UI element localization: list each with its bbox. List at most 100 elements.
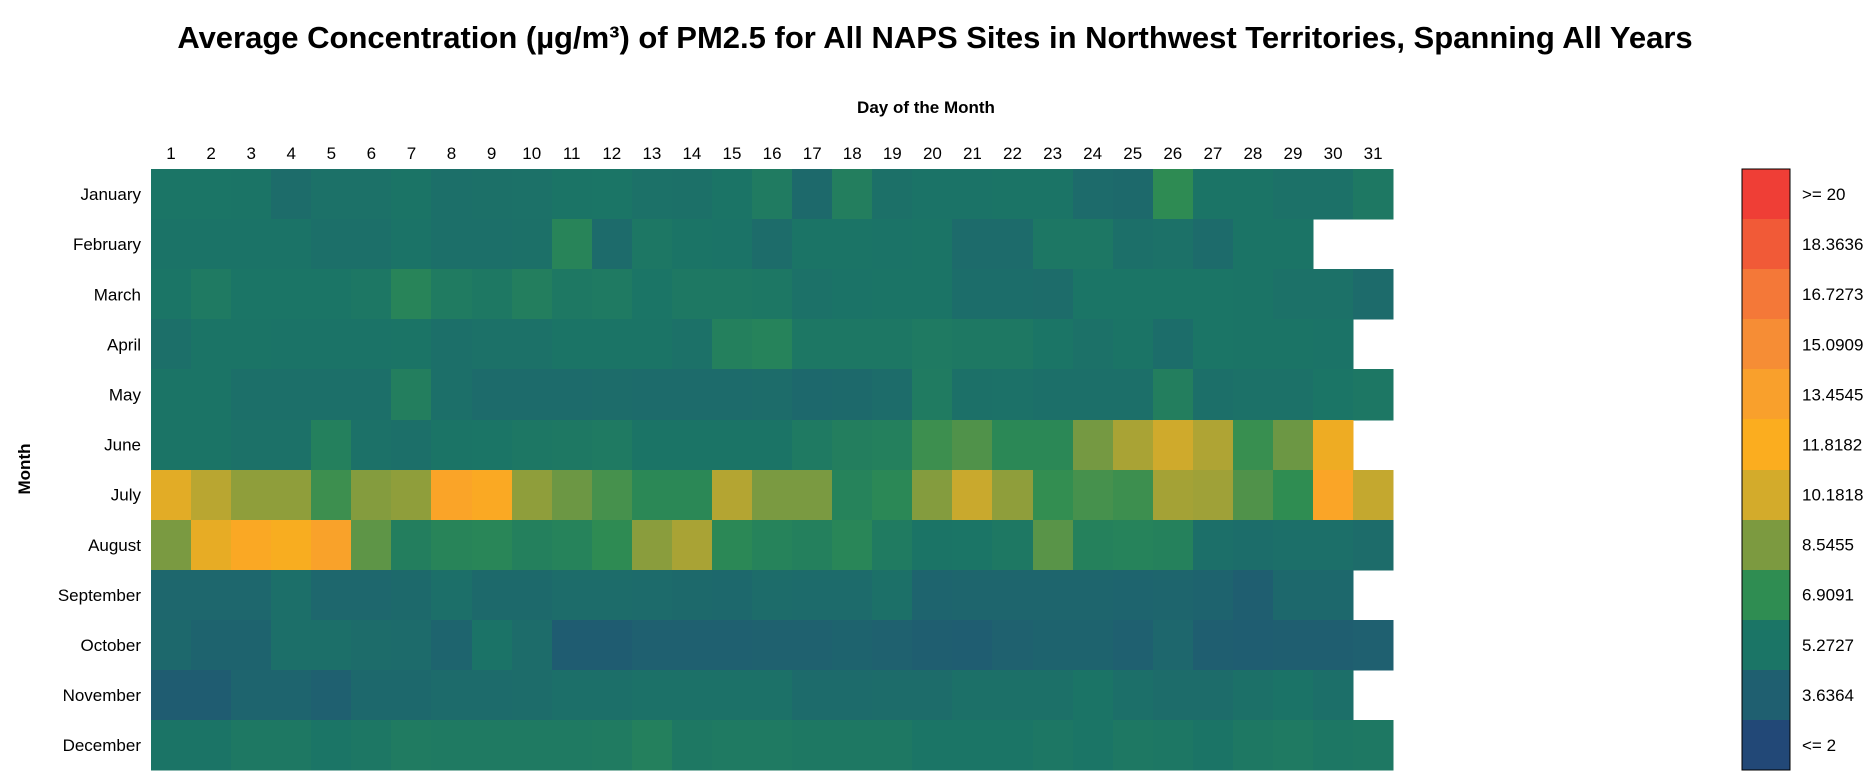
heatmap-cell-december-12 — [592, 720, 633, 771]
x-tick-label: 27 — [1203, 144, 1222, 163]
x-tick-label: 3 — [246, 144, 255, 163]
heatmap-cell-august-27 — [1193, 520, 1234, 571]
heatmap-cell-august-20 — [912, 520, 953, 571]
heatmap-cell-march-4 — [271, 269, 312, 320]
heatmap-cell-december-7 — [391, 720, 432, 771]
heatmap-cell-may-2 — [191, 369, 232, 421]
heatmap-cell-may-17 — [792, 369, 833, 421]
colorbar-segment — [1742, 419, 1790, 471]
heatmap-cell-august-3 — [231, 520, 272, 571]
heatmap-cell-february-25 — [1113, 219, 1154, 270]
heatmap-cell-january-23 — [1033, 169, 1074, 220]
heatmap-cell-may-25 — [1113, 369, 1154, 421]
heatmap-cell-november-8 — [431, 670, 473, 721]
heatmap-cell-may-27 — [1193, 369, 1234, 421]
heatmap-cell-may-3 — [231, 369, 272, 421]
heatmap-cell-july-24 — [1073, 470, 1114, 521]
heatmap-cell-august-12 — [592, 520, 633, 571]
colorbar-segment — [1742, 620, 1790, 671]
x-tick-label: 17 — [803, 144, 822, 163]
heatmap-cell-july-25 — [1113, 470, 1154, 521]
heatmap-cell-june-4 — [271, 420, 312, 471]
heatmap-cell-december-25 — [1113, 720, 1154, 771]
heatmap-cell-november-9 — [472, 670, 513, 721]
heatmap-cell-april-19 — [872, 319, 913, 370]
heatmap-cell-october-25 — [1113, 620, 1154, 671]
heatmap-cell-september-29 — [1273, 570, 1314, 621]
heatmap-cell-november-30 — [1313, 670, 1354, 721]
heatmap-cell-november-22 — [992, 670, 1034, 721]
colorbar-label: 15.0909 — [1802, 335, 1863, 354]
heatmap-cell-november-15 — [712, 670, 753, 721]
colorbar: >= 20 18.3636 16.7273 15.0909 13.4545 11.8182… — [1741, 168, 1863, 771]
heatmap-cell-september-17 — [792, 570, 833, 621]
colorbar-label: 18.3636 — [1802, 235, 1863, 254]
heatmap-cell-february-23 — [1033, 219, 1074, 270]
heatmap-cell-april-10 — [512, 319, 553, 370]
heatmap-cell-may-10 — [512, 369, 553, 421]
heatmap-cell-january-8 — [431, 169, 473, 220]
heatmap-cell-august-21 — [952, 520, 993, 571]
heatmap-cell-june-19 — [872, 420, 913, 471]
heatmap-cell-november-18 — [832, 670, 873, 721]
heatmap-cell-april-9 — [472, 319, 513, 370]
y-tick-label: September — [58, 586, 141, 605]
colorbar-label: 11.8182 — [1802, 436, 1862, 455]
heatmap-cell-july-15 — [712, 470, 753, 521]
heatmap-cell-february-13 — [632, 219, 673, 270]
heatmap-cell-december-26 — [1153, 720, 1194, 771]
heatmap-cell-november-14 — [672, 670, 713, 721]
heatmap-cell-december-23 — [1033, 720, 1074, 771]
colorbar-segment — [1742, 470, 1790, 521]
heatmap-cell-february-8 — [431, 219, 473, 270]
heatmap-cell-april-30 — [1313, 319, 1354, 370]
heatmap-cell-october-26 — [1153, 620, 1194, 671]
heatmap-cell-january-9 — [472, 169, 513, 220]
heatmap-cell-may-16 — [752, 369, 793, 421]
heatmap-cell-february-28 — [1233, 219, 1274, 270]
heatmap-cell-june-28 — [1233, 420, 1274, 471]
heatmap-cell-september-12 — [592, 570, 633, 621]
heatmap-cell-november-3 — [231, 670, 272, 721]
x-tick-label: 28 — [1243, 144, 1262, 163]
heatmap-cell-june-12 — [592, 420, 633, 471]
heatmap-cell-december-8 — [431, 720, 473, 771]
heatmap-cell-july-10 — [512, 470, 553, 521]
heatmap-cell-may-29 — [1273, 369, 1314, 421]
y-tick-label: March — [94, 285, 141, 304]
x-tick-label: 11 — [563, 144, 581, 163]
heatmap-cell-december-17 — [792, 720, 833, 771]
heatmap-cell-january-13 — [632, 169, 673, 220]
heatmap-cell-july-12 — [592, 470, 633, 521]
heatmap-cell-june-6 — [351, 420, 392, 471]
heatmap-cell-august-22 — [992, 520, 1034, 571]
heatmap-cell-june-2 — [191, 420, 232, 471]
heatmap-cell-february-27 — [1193, 219, 1234, 270]
heatmap-cell-april-24 — [1073, 319, 1114, 370]
heatmap-cell-december-3 — [231, 720, 272, 771]
heatmap-cell-august-30 — [1313, 520, 1354, 571]
heatmap-cell-august-5 — [311, 520, 352, 571]
y-tick-label: August — [88, 536, 141, 555]
heatmap-cell-october-1 — [151, 620, 192, 671]
heatmap-cell-september-2 — [191, 570, 232, 621]
x-tick-label: 29 — [1284, 144, 1303, 163]
heatmap-cell-march-21 — [952, 269, 993, 320]
heatmap-cell-november-4 — [271, 670, 312, 721]
heatmap-cell-october-21 — [952, 620, 993, 671]
heatmap-cell-october-10 — [512, 620, 553, 671]
heatmap-cell-may-28 — [1233, 369, 1274, 421]
heatmap-cell-march-17 — [792, 269, 833, 320]
x-tick-label: 26 — [1163, 144, 1182, 163]
heatmap-cell-november-1 — [151, 670, 192, 721]
heatmap-cell-september-1 — [151, 570, 192, 621]
heatmap-cell-august-2 — [191, 520, 232, 571]
heatmap-cell-july-23 — [1033, 470, 1074, 521]
colorbar-label: >= 20 — [1802, 185, 1846, 204]
heatmap-cell-october-19 — [872, 620, 913, 671]
heatmap-cell-october-27 — [1193, 620, 1234, 671]
heatmap-cell-january-4 — [271, 169, 312, 220]
heatmap-cell-april-7 — [391, 319, 432, 370]
